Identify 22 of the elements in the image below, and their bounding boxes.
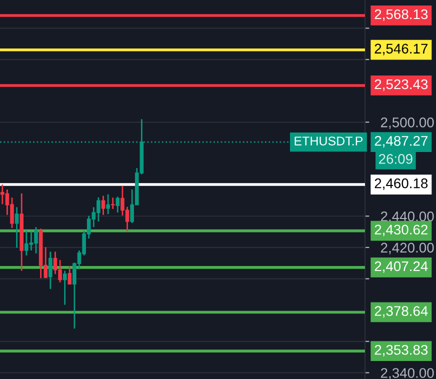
y-tick-label: 2,420.00 [380, 242, 434, 254]
ref-line-label: 2,523.43 [374, 79, 428, 91]
ref-line-label: 2,487.27 [374, 136, 428, 148]
candlestick [101, 195, 106, 216]
ref-line-label: 2,407.24 [374, 261, 428, 273]
candlestick [68, 265, 72, 285]
candlestick [116, 196, 120, 214]
ref-line-label: 2,460.18 [374, 178, 428, 190]
ref-line-label: 2,378.64 [374, 306, 428, 318]
candlestick [110, 196, 115, 210]
ref-line-label: 2,568.13 [374, 9, 428, 21]
candlestick [14, 206, 19, 248]
y-tick-label: 2,440.00 [380, 211, 434, 223]
annotation: ETHUSDT.P [294, 136, 363, 146]
candlestick [62, 270, 67, 306]
ref-line-label: 2,430.62 [374, 224, 428, 236]
ref-line-label: 2,353.83 [374, 344, 428, 356]
y-tick-label: 2,500.00 [380, 117, 434, 129]
text: 26:09 [378, 154, 412, 164]
candlestick [106, 194, 110, 215]
ref-line-label: 2,546.17 [374, 44, 428, 56]
candlestick [48, 250, 52, 290]
